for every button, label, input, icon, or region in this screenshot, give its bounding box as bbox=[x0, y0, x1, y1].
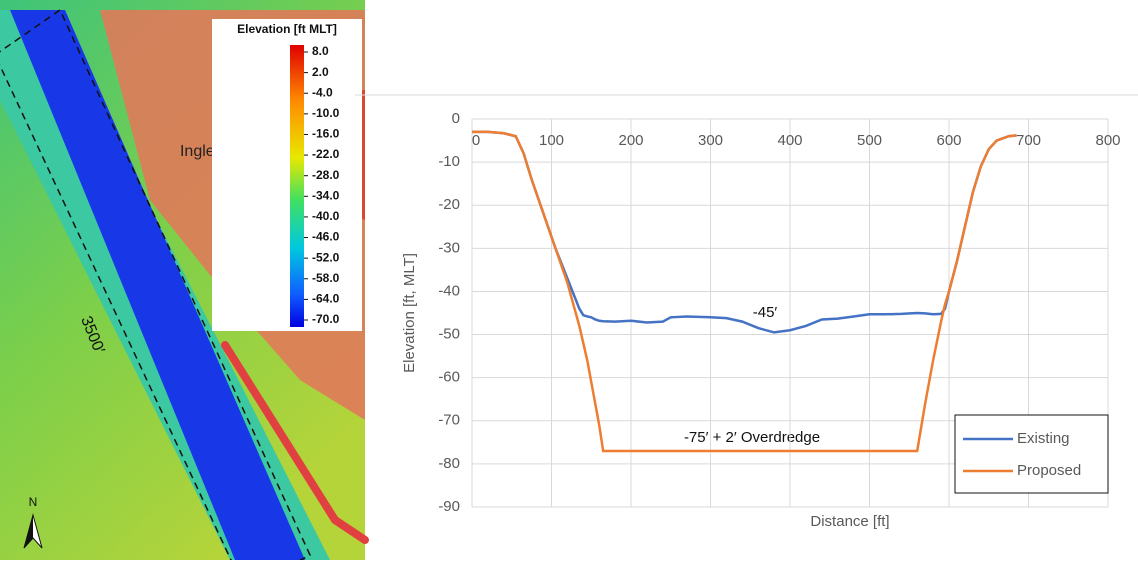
annotation: -75′ + 2′ Overdredge bbox=[684, 429, 820, 446]
colorbar-label: -34.0 bbox=[312, 188, 340, 202]
chart: Distance [ft] Elevation [ft, MLT] -45′ -… bbox=[401, 110, 1121, 530]
legend-label: Existing bbox=[1017, 430, 1070, 447]
legend-box bbox=[212, 19, 362, 331]
colorbar-label: -10.0 bbox=[312, 106, 340, 120]
colorbar-label: -52.0 bbox=[312, 250, 340, 264]
x-tick-label: 700 bbox=[1016, 132, 1041, 149]
legend-title: Elevation [ft MLT] bbox=[237, 22, 337, 36]
y-tick-label: -40 bbox=[438, 282, 460, 299]
colorbar-label: -28.0 bbox=[312, 168, 340, 182]
dredge-outline bbox=[0, 8, 311, 565]
y-tick-label: -80 bbox=[438, 455, 460, 472]
annotation: -45′ bbox=[753, 304, 778, 321]
north-arrow-fill bbox=[24, 515, 33, 548]
channel bbox=[10, 10, 305, 560]
colorbar-label: -4.0 bbox=[312, 85, 333, 99]
x-tick-label: 100 bbox=[539, 132, 564, 149]
x-axis-label: Distance [ft] bbox=[810, 513, 889, 530]
north-label: N bbox=[29, 495, 38, 509]
x-tick-label: 600 bbox=[936, 132, 961, 149]
x-tick-label: 0 bbox=[472, 132, 480, 149]
x-tick-label: 800 bbox=[1095, 132, 1120, 149]
colorbar-label: -64.0 bbox=[312, 292, 340, 306]
colorbar-label: -22.0 bbox=[312, 147, 340, 161]
legend-box bbox=[954, 414, 1109, 494]
x-tick-label: 200 bbox=[618, 132, 643, 149]
colorbar-label: -58.0 bbox=[312, 271, 340, 285]
legend-label: Proposed bbox=[1017, 462, 1081, 479]
x-tick-label: 400 bbox=[777, 132, 802, 149]
y-tick-label: 0 bbox=[452, 110, 460, 127]
x-tick-label: 500 bbox=[857, 132, 882, 149]
colorbar-label: -16.0 bbox=[312, 127, 340, 141]
y-tick-label: -10 bbox=[438, 153, 460, 170]
y-tick-label: -90 bbox=[438, 498, 460, 515]
colorbar-label: -40.0 bbox=[312, 209, 340, 223]
y-tick-label: -50 bbox=[438, 326, 460, 343]
colorbar-label: -46.0 bbox=[312, 230, 340, 244]
x-tick-label: 300 bbox=[698, 132, 723, 149]
colorbar-label: 8.0 bbox=[312, 44, 329, 58]
colorbar-label: 2.0 bbox=[312, 65, 329, 79]
colorbar bbox=[290, 45, 304, 327]
jetty bbox=[221, 341, 369, 544]
colorbar-label: -70.0 bbox=[312, 312, 340, 326]
y-tick-label: -60 bbox=[438, 369, 460, 386]
y-axis-label: Elevation [ft, MLT] bbox=[401, 253, 418, 373]
y-tick-label: -20 bbox=[438, 196, 460, 213]
line-series bbox=[472, 130, 1017, 453]
y-tick-label: -70 bbox=[438, 412, 460, 429]
map: Ingleside 3500′ N Elevation [ft MLT] bbox=[0, 0, 369, 565]
y-tick-label: -30 bbox=[438, 239, 460, 256]
